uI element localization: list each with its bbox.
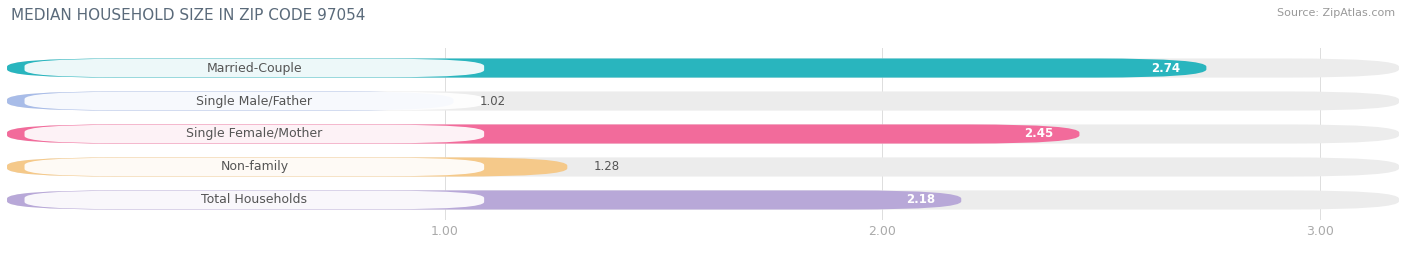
FancyBboxPatch shape <box>7 124 1399 144</box>
FancyBboxPatch shape <box>7 58 1206 78</box>
FancyBboxPatch shape <box>24 92 484 110</box>
FancyBboxPatch shape <box>7 190 962 210</box>
FancyBboxPatch shape <box>24 125 484 143</box>
Text: MEDIAN HOUSEHOLD SIZE IN ZIP CODE 97054: MEDIAN HOUSEHOLD SIZE IN ZIP CODE 97054 <box>11 8 366 23</box>
FancyBboxPatch shape <box>7 124 1080 144</box>
Text: Single Male/Father: Single Male/Father <box>197 95 312 107</box>
FancyBboxPatch shape <box>7 58 1399 78</box>
Text: Total Households: Total Households <box>201 193 308 206</box>
Text: Source: ZipAtlas.com: Source: ZipAtlas.com <box>1277 8 1395 18</box>
Text: 1.02: 1.02 <box>479 95 506 107</box>
FancyBboxPatch shape <box>7 190 1399 210</box>
Text: 2.74: 2.74 <box>1152 62 1180 75</box>
FancyBboxPatch shape <box>24 59 484 77</box>
Text: Non-family: Non-family <box>221 161 288 173</box>
FancyBboxPatch shape <box>7 157 1399 177</box>
FancyBboxPatch shape <box>24 158 484 176</box>
FancyBboxPatch shape <box>7 91 454 111</box>
FancyBboxPatch shape <box>24 191 484 209</box>
FancyBboxPatch shape <box>7 91 1399 111</box>
Text: 2.45: 2.45 <box>1024 128 1053 140</box>
Text: Married-Couple: Married-Couple <box>207 62 302 75</box>
FancyBboxPatch shape <box>7 157 567 177</box>
Text: 1.28: 1.28 <box>593 161 620 173</box>
Text: 2.18: 2.18 <box>905 193 935 206</box>
Text: Single Female/Mother: Single Female/Mother <box>186 128 322 140</box>
